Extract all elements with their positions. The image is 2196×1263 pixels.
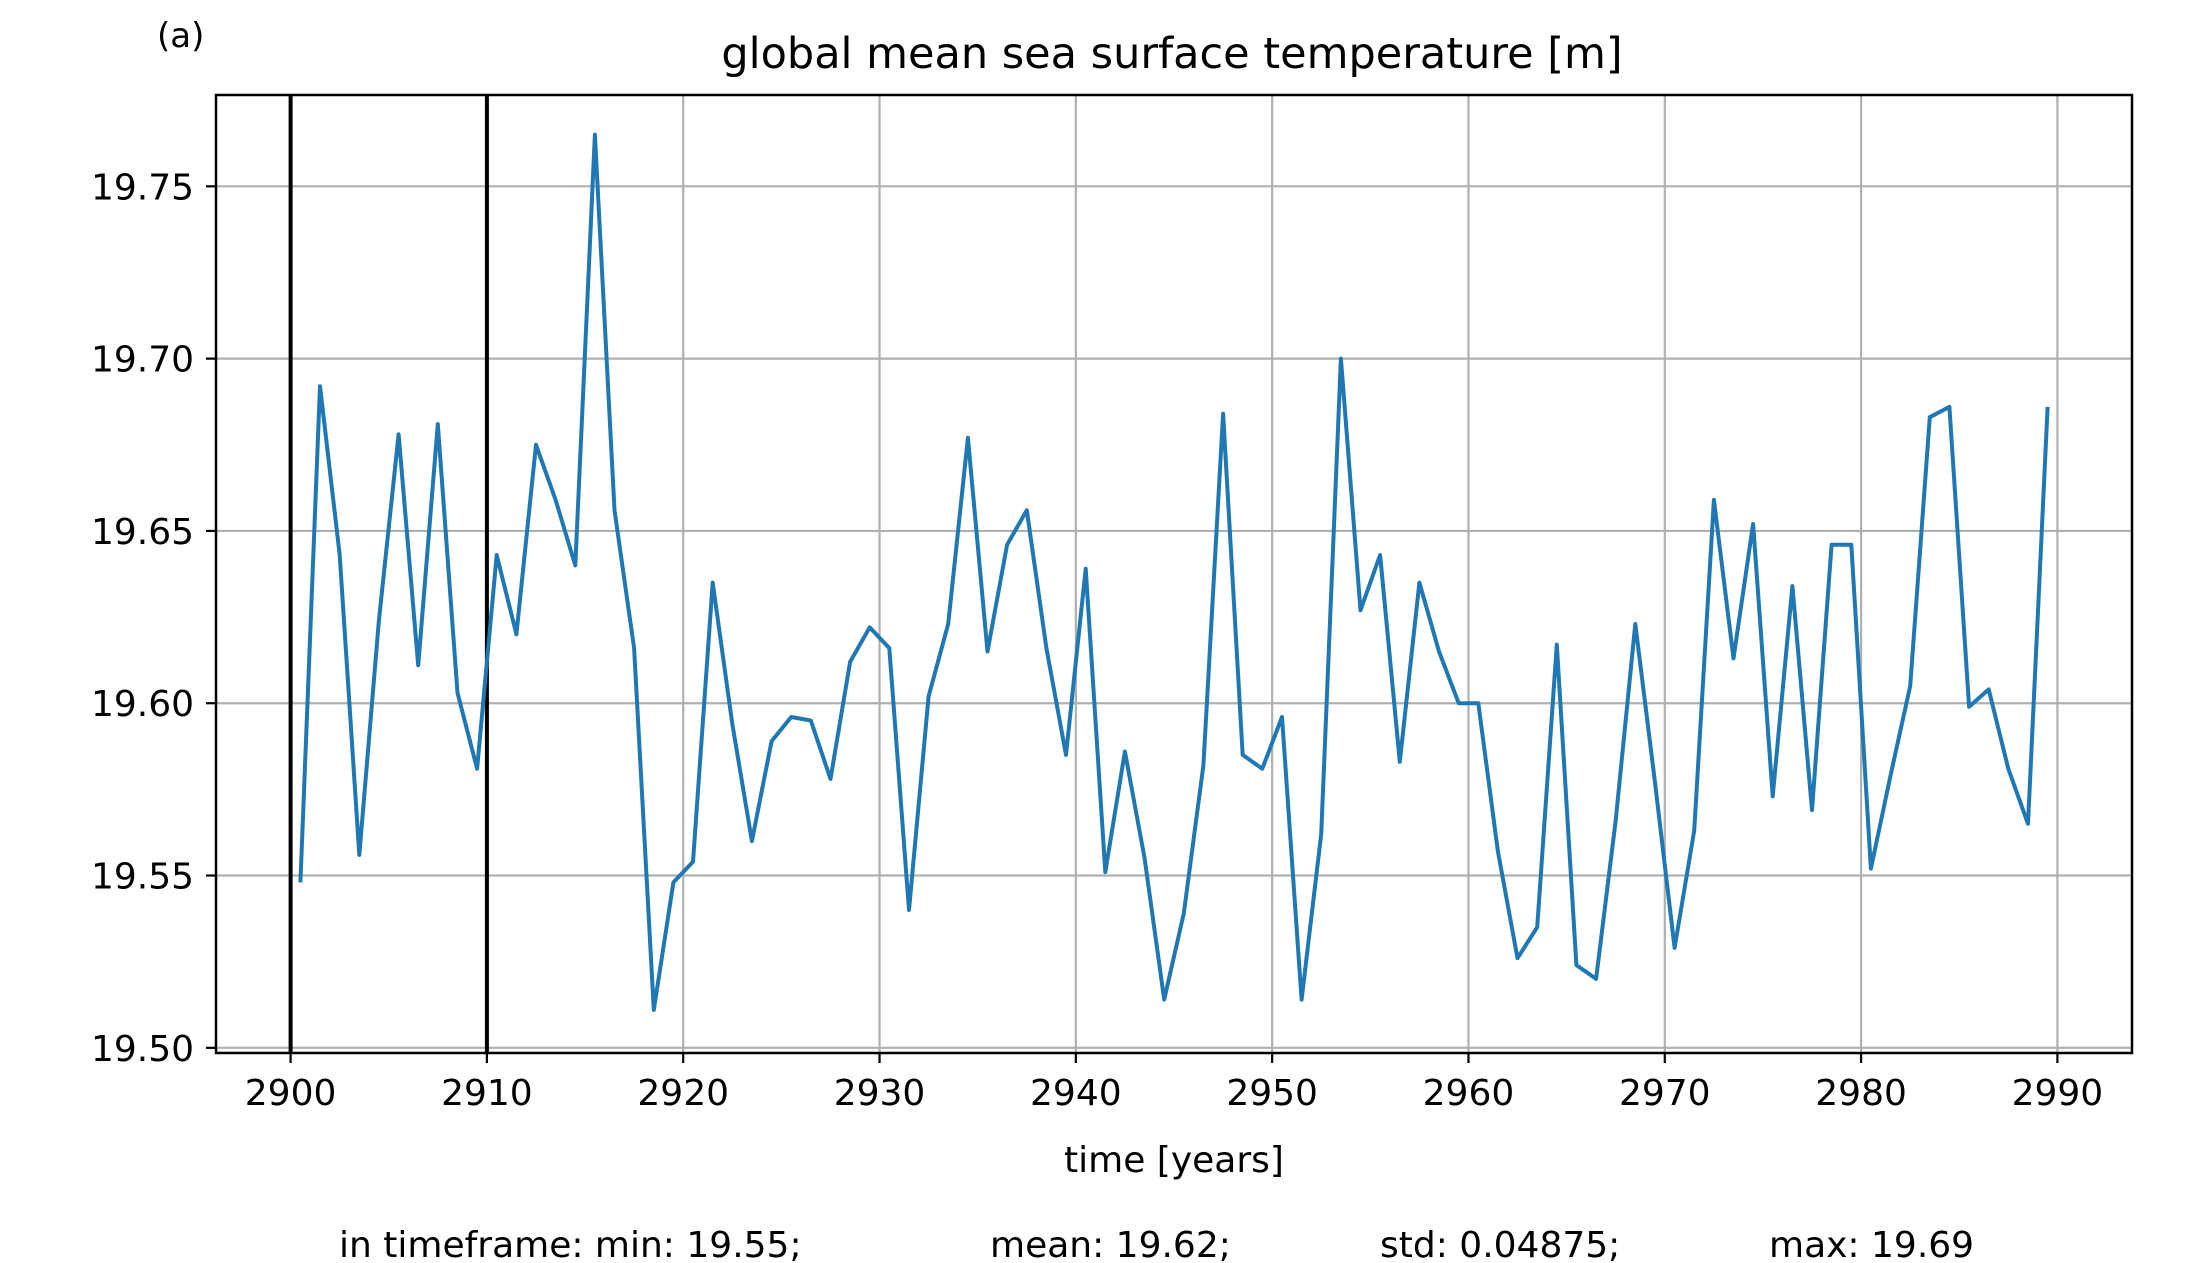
series-line xyxy=(298,132,2050,1012)
x-tick-label: 2950 xyxy=(1226,1073,1318,1114)
x-tick-label: 2970 xyxy=(1619,1073,1711,1114)
stats-max: max: 19.69 xyxy=(1769,1225,1974,1263)
y-tick-label: 19.65 xyxy=(91,512,194,553)
x-tick-label: 2960 xyxy=(1423,1073,1515,1114)
x-tick-label: 2930 xyxy=(834,1073,926,1114)
x-tick-label: 2910 xyxy=(441,1073,533,1114)
series-layer xyxy=(298,132,2050,1012)
stats-min: in timeframe: min: 19.55; xyxy=(339,1225,802,1263)
panel-label: (a) xyxy=(157,16,204,56)
grid-lines xyxy=(216,95,2132,1053)
y-tick-label: 19.55 xyxy=(91,857,194,898)
x-axis-label: time [years] xyxy=(1064,1140,1284,1181)
vertical-markers xyxy=(288,95,489,1053)
stats-std: std: 0.04875; xyxy=(1380,1225,1620,1263)
y-tick-label: 19.50 xyxy=(91,1029,194,1070)
y-tick-label: 19.70 xyxy=(91,340,194,381)
x-tick-label: 2900 xyxy=(245,1073,337,1114)
stats-mean: mean: 19.62; xyxy=(990,1225,1231,1263)
y-tick-label: 19.60 xyxy=(91,684,194,725)
x-tick-label: 2920 xyxy=(637,1073,729,1114)
x-tick-label: 2990 xyxy=(2012,1073,2104,1114)
plot-frame xyxy=(214,93,2134,1055)
chart-title: global mean sea surface temperature [m] xyxy=(721,29,1622,79)
x-axis-ticks: 2900 2910 2920 2930 2940 2950 2960 2970 2980 2990 xyxy=(245,1053,2103,1114)
y-tick-label: 19.75 xyxy=(91,167,194,208)
y-axis-ticks: 19.50 19.55 19.60 19.65 19.70 19.75 xyxy=(91,167,216,1070)
x-tick-label: 2940 xyxy=(1030,1073,1122,1114)
x-tick-label: 2980 xyxy=(1815,1073,1907,1114)
